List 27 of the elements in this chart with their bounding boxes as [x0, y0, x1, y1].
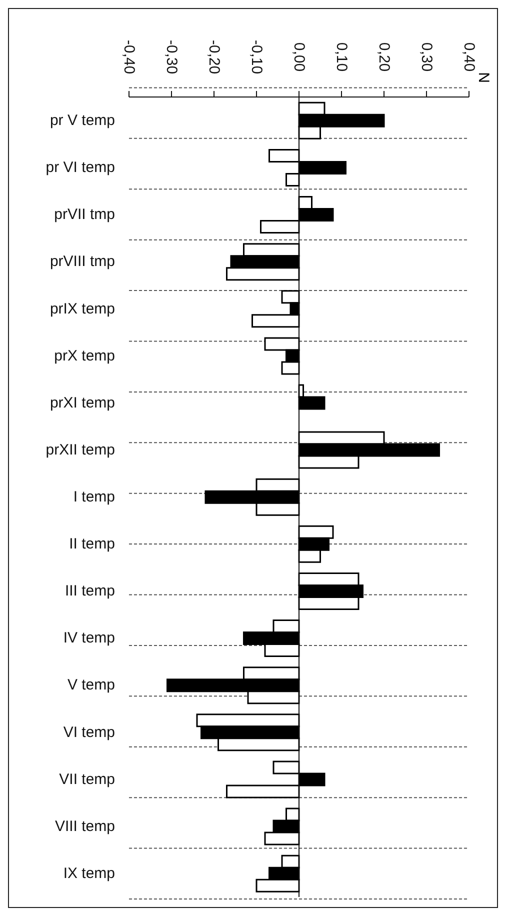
- x-tick-label: -0,10: [248, 40, 265, 74]
- y-tick-label: pr VI temp: [46, 159, 115, 176]
- y-tick-label: VI temp: [63, 724, 115, 741]
- y-tick-label: VIII temp: [54, 818, 115, 835]
- y-tick-label: prXII temp: [46, 441, 115, 458]
- y-tick-label: I temp: [73, 488, 115, 506]
- y-tick-label: VII temp: [59, 770, 115, 788]
- x-tick-label: 0,40: [460, 42, 478, 72]
- y-tick-label: IX temp: [63, 864, 115, 882]
- y-tick-label: V temp: [67, 676, 115, 694]
- x-tick-label: 0,00: [290, 42, 308, 72]
- x-tick-label: -0,20: [206, 40, 222, 74]
- x-tick-label: 0,10: [333, 42, 350, 72]
- y-tick-label: prXI temp: [50, 394, 115, 412]
- y-tick-label: prVIII tmp: [50, 253, 115, 270]
- y-tick-label: prVII tmp: [54, 206, 115, 224]
- y-tick-label: prX temp: [54, 347, 115, 364]
- text: N: [475, 72, 492, 83]
- y-tick-label: III temp: [64, 582, 115, 600]
- y-tick-label: IV temp: [63, 630, 115, 647]
- x-tick-label: -0,30: [163, 40, 180, 74]
- x-tick-label: 0,20: [376, 42, 392, 72]
- y-tick-label: pr V temp: [50, 112, 115, 130]
- y-tick-label: prIX temp: [50, 300, 115, 318]
- x-tick-label: -0,40: [120, 40, 138, 74]
- x-tick-label: 0,30: [418, 42, 435, 72]
- y-tick-label: II temp: [69, 536, 115, 553]
